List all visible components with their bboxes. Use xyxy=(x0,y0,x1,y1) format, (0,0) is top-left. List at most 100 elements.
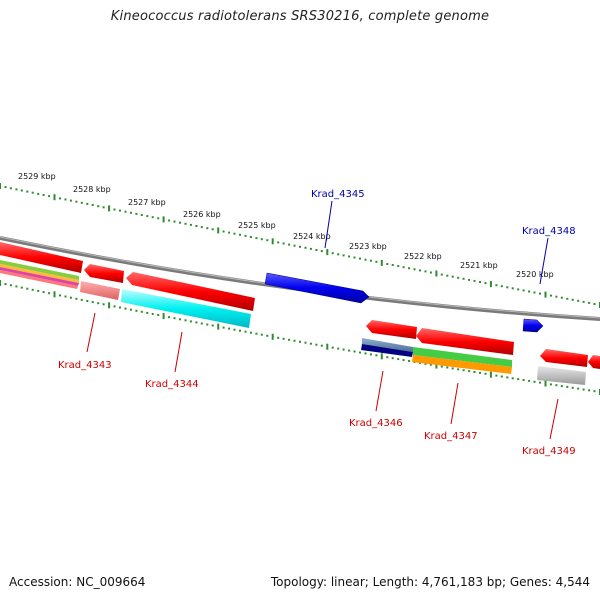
gene-partial-left-band[interactable] xyxy=(0,267,79,286)
scale-upper-minor-tick xyxy=(293,244,296,247)
gene-label-krad-4345[interactable]: Krad_4345 xyxy=(311,189,365,200)
scale-lower-minor-tick xyxy=(200,322,203,325)
scale-upper-minor-tick xyxy=(206,227,209,230)
gene-krad-4349-feature[interactable] xyxy=(537,366,586,385)
gene-krad-4344-feature[interactable] xyxy=(121,289,251,328)
scale-upper-minor-tick xyxy=(560,296,563,299)
scale-upper-minor-tick xyxy=(549,294,552,297)
scale-upper-minor-tick xyxy=(255,237,258,240)
leader-line-krad-4343 xyxy=(86,312,96,353)
gene-labels: Krad_4345 Krad_4348 Krad_4343 Krad_4344 … xyxy=(58,189,576,457)
gene-krad-4343[interactable] xyxy=(84,264,124,283)
gene-label-krad-4347[interactable]: Krad_4347 xyxy=(424,431,478,442)
scale-upper-minor-tick xyxy=(555,295,558,298)
scale-upper-minor-tick xyxy=(157,217,160,220)
scale-lower-minor-tick xyxy=(288,338,291,341)
scale-lower-minor-tick xyxy=(119,306,121,309)
scale-upper-minor-tick xyxy=(468,278,471,281)
scale-upper-minor-tick xyxy=(151,216,154,219)
scale-upper-minor-tick xyxy=(260,238,263,241)
gene-partial-right[interactable] xyxy=(588,355,600,369)
gene-krad-4348[interactable] xyxy=(522,318,544,333)
gene-label-krad-4349[interactable]: Krad_4349 xyxy=(522,446,576,457)
scale-lower-major-tick xyxy=(380,353,383,360)
scale-upper-minor-tick xyxy=(582,300,585,303)
scale-lower-minor-tick xyxy=(375,354,378,357)
scale-upper-minor-tick xyxy=(189,223,192,226)
scale-label: 2526 kbp xyxy=(183,210,221,219)
gene-partial-left-red[interactable] xyxy=(0,242,83,273)
scale-label: 2524 kbp xyxy=(293,232,331,241)
scale-upper-minor-tick xyxy=(91,204,94,206)
gene-krad-4345[interactable] xyxy=(264,272,370,304)
scale-label: 2521 kbp xyxy=(460,261,498,270)
gene-krad-4347-feature[interactable] xyxy=(412,355,512,374)
scale-upper-minor-tick xyxy=(4,186,7,189)
scale-lower-minor-tick xyxy=(293,339,296,342)
scale-lower-minor-tick xyxy=(266,334,269,337)
scale-upper-major-tick xyxy=(271,238,274,245)
scale-upper-minor-tick xyxy=(331,252,334,255)
gene-krad-4349[interactable] xyxy=(540,349,588,367)
scale-label: 2527 kbp xyxy=(128,198,166,207)
scale-lower-minor-tick xyxy=(391,357,394,360)
scale-upper-minor-tick xyxy=(413,268,416,271)
scale-label: 2522 kbp xyxy=(404,252,442,261)
scale-upper-minor-tick xyxy=(173,220,176,223)
scale-lower-minor-tick xyxy=(69,296,72,299)
scale-lower-major-tick xyxy=(435,362,438,369)
scale-lower-minor-tick xyxy=(124,307,127,310)
scale-lower-major-tick xyxy=(53,291,56,298)
scale-lower-minor-tick xyxy=(222,326,225,329)
scale-upper-minor-tick xyxy=(309,247,312,250)
scale-upper-minor-tick xyxy=(222,230,225,233)
scale-upper-minor-tick xyxy=(386,263,389,265)
scale-upper-minor-tick xyxy=(342,254,345,257)
gene-partial-left-band[interactable] xyxy=(0,260,79,280)
scale-upper-minor-tick xyxy=(577,299,580,302)
scale-lower-minor-tick xyxy=(446,366,449,369)
scale-upper-minor-tick xyxy=(20,189,23,192)
gene-krad-4344[interactable] xyxy=(126,272,255,311)
scale-label: 2520 kbp xyxy=(516,270,554,279)
gene-label-krad-4348[interactable]: Krad_4348 xyxy=(522,226,576,237)
scale-upper-major-tick xyxy=(544,291,547,298)
gene-label-krad-4346[interactable]: Krad_4346 xyxy=(349,418,403,429)
scale-upper-minor-tick xyxy=(528,290,531,293)
scale-lower-minor-tick xyxy=(353,350,356,353)
scale-lower-minor-tick xyxy=(299,340,301,343)
scale-lower-minor-tick xyxy=(479,371,481,374)
scale-lower-minor-tick xyxy=(9,284,12,287)
scale-lower-minor-tick xyxy=(555,384,558,387)
scale-lower-minor-tick xyxy=(184,319,187,322)
gene-krad-4346-feature[interactable] xyxy=(362,338,413,352)
scale-upper-minor-tick xyxy=(500,285,503,288)
leader-line-krad-4347 xyxy=(450,382,459,425)
scale-lower-minor-tick xyxy=(560,385,563,388)
scale-upper-minor-tick xyxy=(348,255,351,258)
leader-line-krad-4344 xyxy=(174,331,183,373)
gene-krad-4343-feature[interactable] xyxy=(80,281,120,300)
scale-upper-minor-tick xyxy=(102,206,105,209)
scale-lower-minor-tick xyxy=(48,292,51,295)
gene-krad-4347[interactable] xyxy=(416,328,514,355)
scale-lower-minor-tick xyxy=(315,343,318,346)
gene-partial-left-band[interactable] xyxy=(0,264,79,283)
gene-label-krad-4344[interactable]: Krad_4344 xyxy=(145,379,199,390)
scale-lower-minor-tick xyxy=(517,378,520,381)
gene-partial-left-band[interactable] xyxy=(0,270,78,289)
scale-upper-minor-tick xyxy=(517,288,520,291)
accession-text: Accession: NC_009664 xyxy=(9,575,146,589)
scale-upper-minor-tick xyxy=(315,249,318,251)
scale-lower-minor-tick xyxy=(539,381,541,384)
scale-upper-minor-tick xyxy=(42,194,45,196)
gene-krad-4347-feature[interactable] xyxy=(413,347,512,367)
scale-upper-minor-tick xyxy=(304,246,307,249)
scale-lower-minor-tick xyxy=(408,360,411,362)
scale-upper-minor-tick xyxy=(37,192,40,195)
gene-krad-4346[interactable] xyxy=(366,320,417,339)
gene-label-krad-4343[interactable]: Krad_4343 xyxy=(58,360,112,371)
scale-upper-minor-tick xyxy=(522,289,525,292)
gene-krad-4346-feature[interactable] xyxy=(361,344,413,357)
